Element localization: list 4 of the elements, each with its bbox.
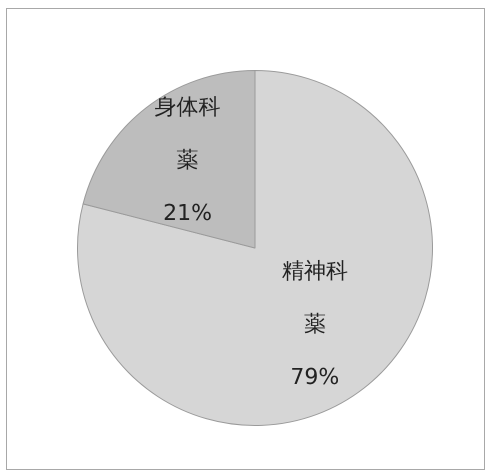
category-label: 精神科薬 — [282, 258, 348, 337]
data-label: 21% — [163, 200, 212, 226]
category-label: 身体科薬 — [154, 94, 221, 173]
data-label: 79% — [290, 364, 340, 390]
